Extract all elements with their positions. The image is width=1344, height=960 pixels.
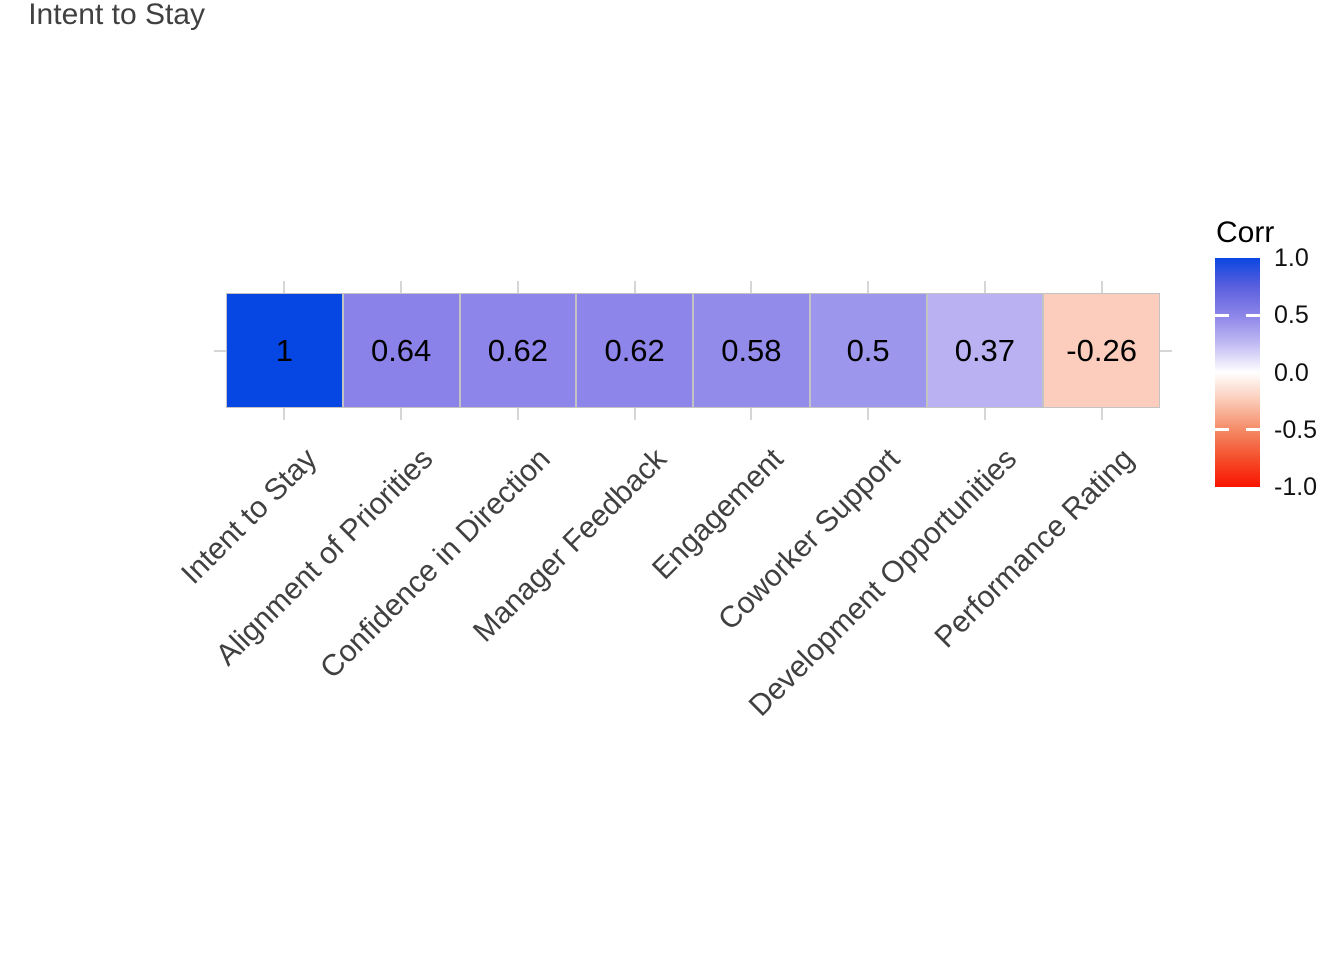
colorbar-notch <box>1215 428 1229 432</box>
cell-value-label: 0.58 <box>721 333 782 368</box>
gridline-horizontal <box>214 349 226 352</box>
gridline-vertical <box>750 281 753 293</box>
cell-value-label: 0.37 <box>954 333 1016 368</box>
heatmap-cell: 0.37 <box>926 293 1044 408</box>
colorbar-gradient <box>1215 258 1260 487</box>
x-axis-label: Alignment of Priorities <box>210 442 440 672</box>
cell-value-label: 1 <box>275 333 293 368</box>
x-axis-label: Confidence in Direction <box>313 442 557 685</box>
colorbar-notch <box>1246 313 1260 317</box>
heatmap-cell: 0.62 <box>576 293 693 408</box>
cell-value-label: 0.64 <box>370 333 432 368</box>
gridline-vertical <box>633 281 636 293</box>
gridline-vertical <box>283 281 286 293</box>
heatmap-cell: 0.5 <box>809 293 927 408</box>
heatmap-cell: 1 <box>226 293 343 408</box>
gridline-vertical <box>983 281 986 293</box>
legend-tick-label: 0.5 <box>1274 301 1309 330</box>
gridline-vertical <box>867 281 870 293</box>
cell-value-label: 0.62 <box>604 333 665 368</box>
y-axis-label: Intent to Stay <box>28 0 205 31</box>
plot-panel: 1 0.64 0.62 0.62 0.58 0.5 0.37 -0.26 <box>214 281 1172 420</box>
heatmap-row: 1 0.64 0.62 0.62 0.58 0.5 0.37 -0.26 <box>226 293 1160 408</box>
legend-tick-label: -0.5 <box>1274 415 1318 444</box>
gridline-vertical <box>516 408 519 420</box>
x-axis-label: Performance Rating <box>928 442 1141 655</box>
gridline-vertical <box>983 408 986 420</box>
gridline-vertical <box>633 408 636 420</box>
gridline-vertical <box>283 408 286 420</box>
heatmap-cell: 0.62 <box>459 293 577 408</box>
gridline-vertical <box>516 281 519 293</box>
heatmap-cell: -0.26 <box>1043 293 1160 408</box>
legend-tick-label: 1.0 <box>1274 244 1309 272</box>
legend-tick-label: -1.0 <box>1274 473 1318 501</box>
gridline-horizontal <box>1160 349 1172 352</box>
gridline-vertical <box>400 408 403 420</box>
gridline-vertical <box>1100 408 1103 420</box>
heatmap-cell: 0.64 <box>342 293 460 408</box>
gridline-vertical <box>400 281 403 293</box>
gridline-vertical <box>1100 281 1103 293</box>
legend-title: Corr <box>1216 216 1275 249</box>
cell-value-label: -0.26 <box>1066 333 1137 368</box>
colorbar-notch <box>1215 313 1229 317</box>
gridline-vertical <box>867 408 870 420</box>
cell-value-label: 0.5 <box>846 333 890 368</box>
cell-value-label: 0.62 <box>487 333 549 368</box>
legend-tick-label: 0.0 <box>1274 358 1309 387</box>
x-axis-label: Manager Feedback <box>467 442 674 649</box>
colorbar-notch <box>1246 428 1260 432</box>
gridline-vertical <box>750 408 753 420</box>
heatmap-cell: 0.58 <box>693 293 810 408</box>
